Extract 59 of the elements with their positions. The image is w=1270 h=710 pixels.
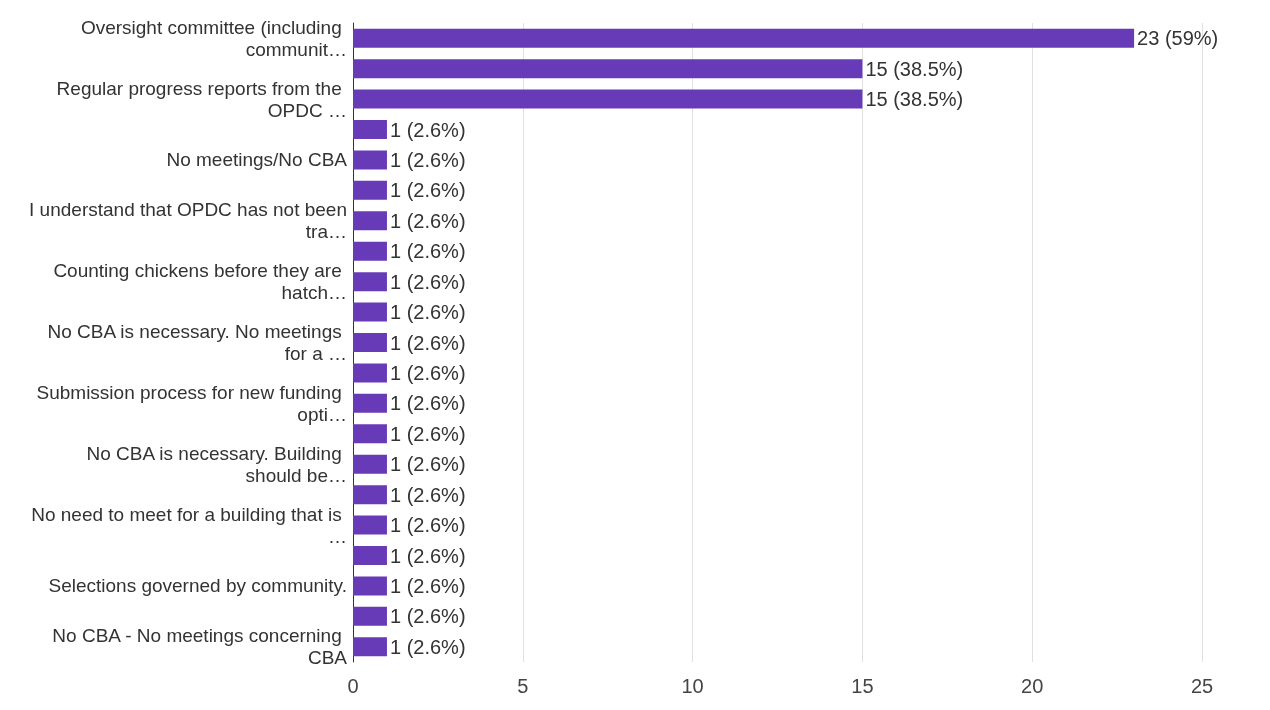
y-tick-label: No need to meet for a building that is … [31, 503, 347, 547]
bar [353, 606, 387, 626]
x-tick-label: 0 [347, 675, 359, 697]
data-label: 1 (2.6%) [389, 209, 466, 232]
bar [353, 241, 387, 261]
bar [353, 424, 387, 444]
bar [353, 211, 387, 231]
data-label: 1 (2.6%) [389, 270, 466, 293]
data-label: 1 (2.6%) [389, 514, 466, 537]
y-tick-label: Counting chickens before they are hatch… [53, 260, 347, 304]
bar [353, 120, 387, 139]
y-tick-label: Submission process for new funding opti… [36, 381, 347, 425]
bar [353, 150, 387, 170]
data-label: 1 (2.6%) [389, 179, 466, 202]
bar [353, 485, 387, 505]
y-tick-label: Selections governed by community. [48, 575, 347, 597]
y-tick-label: Regular progress reports from the OPDC … [56, 77, 347, 121]
bar [353, 363, 387, 383]
data-label: 15 (38.5%) [865, 57, 964, 80]
data-label: 1 (2.6%) [389, 240, 466, 263]
y-tick-label: No CBA - No meetings concerning CBA [52, 625, 348, 669]
bar [353, 180, 387, 200]
x-tick-label: 5 [517, 675, 529, 697]
y-tick-label: Oversight committee (including communit… [80, 16, 347, 60]
data-label: 1 (2.6%) [389, 392, 466, 415]
x-tick-label: 15 [851, 675, 874, 697]
bar [353, 28, 1135, 48]
data-label: 1 (2.6%) [389, 574, 466, 597]
x-tick-label: 20 [1021, 675, 1044, 697]
data-label: 1 (2.6%) [389, 453, 466, 476]
data-label: 1 (2.6%) [389, 422, 466, 445]
data-label: 23 (59%) [1137, 27, 1219, 50]
bar [353, 454, 387, 474]
bar [353, 302, 387, 322]
bar [353, 333, 387, 352]
bar [353, 393, 387, 413]
y-tick-label: No CBA is necessary. No meetings for a … [47, 321, 347, 364]
data-label: 1 (2.6%) [389, 635, 466, 658]
y-tick-label: No CBA is necessary. Building should be… [86, 442, 347, 486]
x-tick-label: 10 [681, 675, 704, 697]
bar [353, 546, 387, 565]
x-tick-label: 25 [1190, 675, 1214, 697]
y-tick-label: I understand that OPDC has not been tra… [29, 199, 347, 243]
data-label: 15 (38.5%) [865, 88, 964, 111]
bar [353, 272, 387, 292]
data-label: 1 (2.6%) [389, 301, 466, 324]
bar [353, 637, 387, 657]
data-label: 1 (2.6%) [389, 118, 466, 141]
bar [353, 515, 387, 535]
data-label: 1 (2.6%) [389, 483, 466, 506]
data-label: 1 (2.6%) [389, 148, 466, 171]
data-label: 1 (2.6%) [389, 361, 466, 384]
data-label: 1 (2.6%) [389, 331, 466, 354]
y-tick-label: No meetings/No CBA [166, 149, 348, 171]
data-label: 1 (2.6%) [389, 605, 466, 628]
bar [353, 576, 387, 596]
data-label: 1 (2.6%) [389, 544, 466, 567]
bar [353, 59, 863, 79]
bar [353, 89, 863, 109]
